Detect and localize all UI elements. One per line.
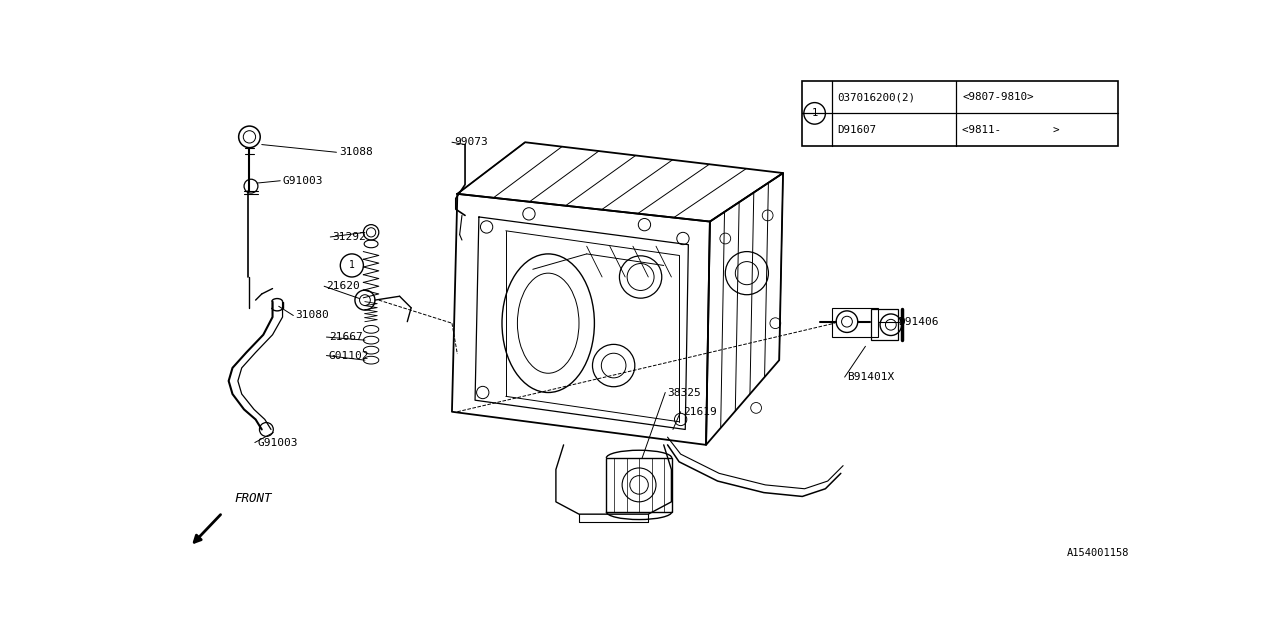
- Text: 037016200(2): 037016200(2): [837, 92, 915, 102]
- Text: 31292: 31292: [333, 232, 366, 242]
- Text: G01102: G01102: [329, 351, 369, 360]
- Text: <9811-        >: <9811- >: [963, 125, 1060, 135]
- Text: G91003: G91003: [257, 438, 298, 447]
- Text: 21620: 21620: [326, 281, 360, 291]
- Text: 31088: 31088: [339, 147, 372, 157]
- Text: 21619: 21619: [684, 407, 717, 417]
- Text: D91607: D91607: [837, 125, 877, 135]
- Text: 1: 1: [812, 108, 818, 118]
- Text: FRONT: FRONT: [234, 492, 273, 505]
- Text: 1: 1: [349, 260, 355, 271]
- Bar: [832, 308, 878, 337]
- Text: 99073: 99073: [454, 137, 488, 147]
- Text: G91003: G91003: [283, 176, 323, 186]
- Text: B91401X: B91401X: [847, 372, 895, 382]
- Text: <9807-9810>: <9807-9810>: [963, 92, 1034, 102]
- Bar: [607, 458, 672, 512]
- Bar: [870, 309, 897, 340]
- Text: 31080: 31080: [296, 310, 329, 321]
- Bar: [803, 81, 1117, 146]
- Text: 21667: 21667: [329, 332, 362, 342]
- Text: 38325: 38325: [668, 387, 701, 397]
- Text: A154001158: A154001158: [1068, 548, 1129, 558]
- Circle shape: [364, 225, 379, 240]
- Text: D91406: D91406: [899, 317, 940, 326]
